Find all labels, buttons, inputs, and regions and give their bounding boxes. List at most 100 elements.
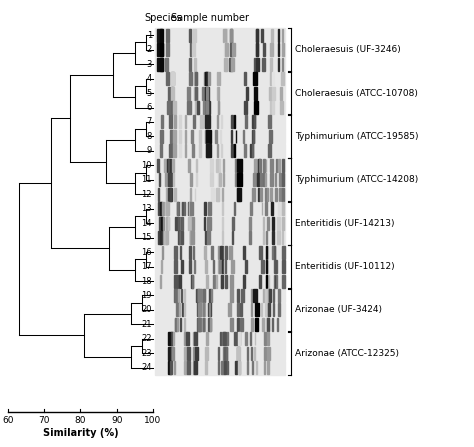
Bar — [220, 130, 221, 143]
Bar — [218, 159, 220, 172]
Bar — [171, 72, 174, 85]
Bar — [278, 289, 280, 302]
Bar — [267, 217, 269, 230]
Bar — [264, 333, 265, 346]
Bar — [261, 29, 263, 42]
Bar — [246, 87, 248, 100]
Bar — [194, 188, 195, 201]
Bar — [155, 231, 285, 245]
Bar — [258, 159, 260, 172]
Bar — [174, 274, 178, 287]
Bar — [201, 115, 203, 128]
Bar — [208, 72, 210, 85]
Bar — [235, 361, 237, 374]
Bar — [168, 361, 171, 374]
Bar — [155, 346, 285, 360]
Bar — [265, 304, 267, 316]
Bar — [251, 347, 252, 360]
Text: 11: 11 — [142, 175, 152, 184]
Bar — [223, 159, 224, 172]
Bar — [270, 101, 272, 114]
Bar — [275, 173, 276, 186]
Bar — [170, 361, 172, 374]
Bar — [195, 87, 197, 100]
Bar — [196, 101, 199, 114]
Bar — [155, 130, 285, 143]
Bar — [168, 87, 171, 100]
Bar — [267, 188, 268, 201]
Bar — [259, 245, 262, 259]
Bar — [272, 318, 273, 331]
Bar — [188, 159, 190, 172]
Text: Typhimurium (ATCC-19585): Typhimurium (ATCC-19585) — [295, 132, 419, 141]
Bar — [155, 158, 285, 172]
Bar — [190, 188, 191, 201]
Text: 13: 13 — [141, 204, 152, 213]
Bar — [175, 318, 177, 331]
Bar — [257, 173, 259, 186]
Bar — [223, 29, 226, 42]
Text: Similarity (%): Similarity (%) — [43, 428, 118, 438]
Bar — [218, 245, 219, 259]
Bar — [155, 115, 285, 129]
Bar — [271, 202, 273, 215]
Bar — [194, 361, 197, 374]
Bar — [272, 101, 274, 114]
Bar — [209, 289, 211, 302]
Bar — [270, 72, 272, 85]
Text: 19: 19 — [142, 291, 152, 300]
Bar — [179, 144, 181, 157]
Bar — [271, 173, 273, 186]
Bar — [155, 260, 285, 274]
Bar — [208, 304, 211, 316]
Bar — [264, 347, 265, 360]
Bar — [269, 87, 271, 100]
Bar — [155, 173, 285, 187]
Bar — [244, 144, 246, 157]
Bar — [224, 43, 226, 56]
Bar — [223, 333, 226, 346]
Bar — [164, 231, 167, 244]
Bar — [220, 115, 222, 128]
Bar — [207, 217, 210, 230]
Bar — [206, 72, 209, 85]
Bar — [194, 87, 197, 100]
Bar — [155, 144, 285, 158]
Bar — [237, 304, 239, 316]
Bar — [170, 188, 171, 201]
Bar — [166, 217, 168, 230]
Bar — [207, 87, 209, 100]
Bar — [193, 29, 196, 42]
Bar — [234, 115, 235, 128]
Bar — [180, 245, 182, 259]
Bar — [206, 101, 208, 114]
Bar — [263, 43, 265, 56]
Bar — [155, 86, 285, 100]
Bar — [239, 304, 243, 316]
Bar — [245, 260, 247, 273]
Bar — [278, 58, 279, 71]
Bar — [177, 304, 179, 316]
Bar — [198, 318, 201, 331]
Bar — [197, 101, 199, 114]
Bar — [155, 72, 285, 85]
Bar — [191, 202, 193, 215]
Bar — [247, 361, 248, 374]
Text: 15: 15 — [142, 233, 152, 242]
Bar — [267, 347, 270, 360]
Text: 2: 2 — [147, 45, 152, 54]
Bar — [270, 188, 273, 201]
Bar — [165, 217, 169, 230]
Bar — [191, 231, 194, 244]
Bar — [237, 188, 241, 201]
Bar — [231, 115, 233, 128]
Text: 1: 1 — [147, 31, 152, 40]
Bar — [252, 188, 255, 201]
Bar — [238, 333, 240, 346]
Bar — [186, 333, 189, 346]
Bar — [184, 318, 185, 331]
Text: 3: 3 — [146, 59, 152, 69]
Bar — [185, 115, 186, 128]
Text: Species: Species — [144, 13, 182, 23]
Bar — [249, 231, 252, 244]
